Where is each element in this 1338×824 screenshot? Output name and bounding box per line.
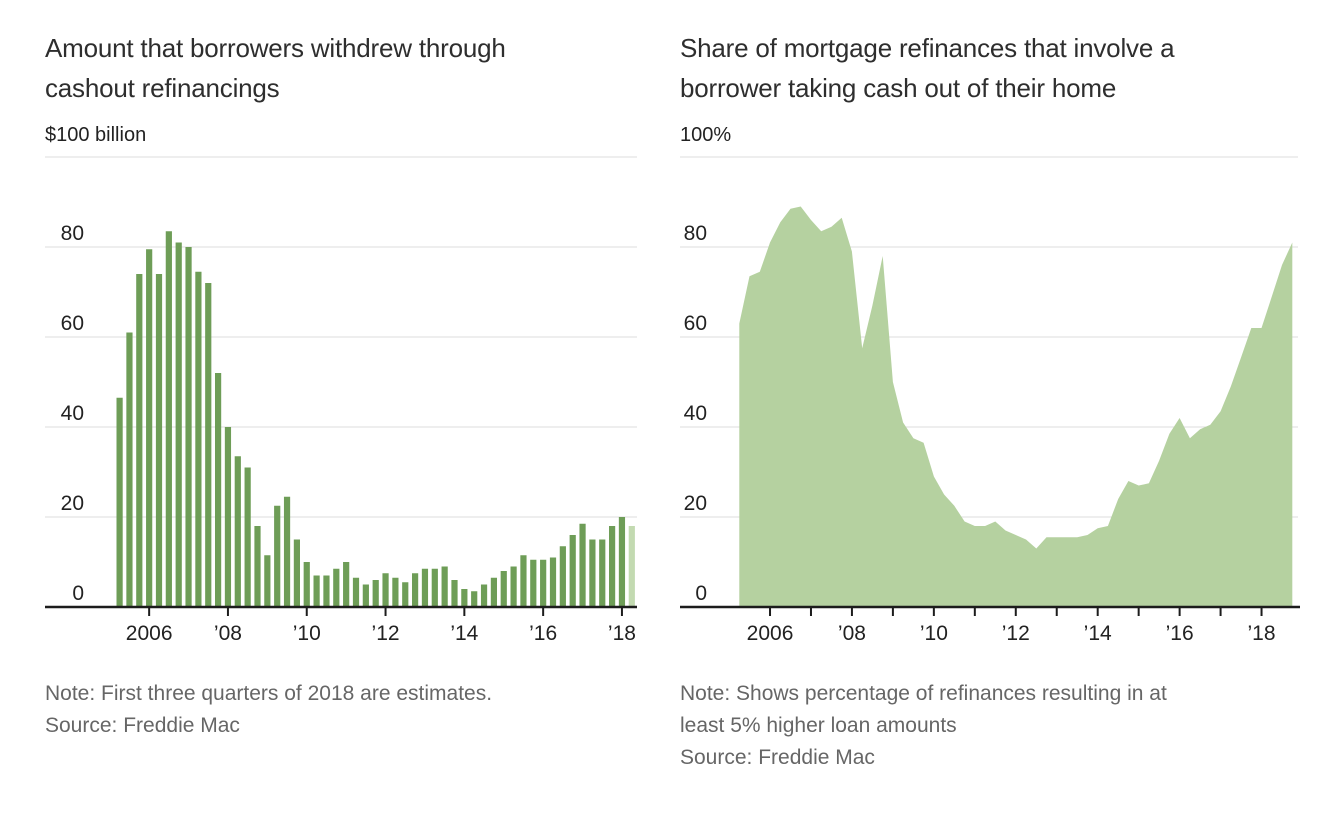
chart-title: Amount that borrowers withdrew through c…: [45, 28, 645, 108]
bar: [195, 271, 202, 607]
bar: [372, 580, 379, 607]
bar: [244, 467, 251, 607]
bar: [510, 566, 517, 607]
bar: [343, 562, 350, 607]
chart-title-line-2: cashout refinancings: [45, 73, 280, 103]
bar: [175, 242, 182, 607]
note-line-1: Note: Shows percentage of refinances res…: [680, 682, 1167, 705]
bar: [323, 575, 330, 607]
bar: [224, 427, 232, 607]
bar: [579, 523, 586, 607]
bar: [549, 557, 557, 607]
bar: [382, 573, 389, 607]
bar: [589, 539, 596, 607]
x-axis-label: ’08: [214, 622, 242, 645]
x-axis-label: ’10: [920, 622, 948, 645]
y-axis-label: 80: [61, 222, 84, 245]
bar: [490, 577, 497, 607]
bar: [274, 505, 281, 607]
bar: [402, 582, 409, 607]
bar: [234, 456, 241, 607]
y-axis-label: 20: [684, 492, 707, 515]
source-line: Source: Freddie Mac: [45, 714, 240, 737]
x-axis-label: ’18: [1248, 622, 1276, 645]
source-line: Source: Freddie Mac: [680, 746, 875, 769]
x-axis-label: ’14: [450, 622, 478, 645]
bar: [352, 577, 360, 607]
chart-note: Note: First three quarters of 2018 are e…: [45, 678, 645, 742]
chart-note: Note: Shows percentage of refinances res…: [680, 678, 1310, 774]
bar: [215, 373, 222, 607]
y-axis-label: 0: [695, 582, 707, 605]
bar: [126, 332, 133, 607]
bar: [609, 526, 616, 607]
bar: [264, 555, 271, 607]
bar: [116, 397, 123, 607]
bar: [599, 539, 606, 607]
chart-title-line-1: Amount that borrowers withdrew through: [45, 33, 506, 63]
bar: [461, 589, 468, 607]
x-axis-label: ’08: [838, 622, 866, 645]
bar: [500, 571, 507, 607]
note-line: Note: First three quarters of 2018 are e…: [45, 682, 493, 705]
x-axis-label: ’12: [1002, 622, 1030, 645]
bar: [618, 517, 626, 607]
chart-title: Share of mortgage refinances that involv…: [680, 28, 1320, 108]
y-axis-label: 60: [61, 312, 84, 335]
y-axis-label: 40: [684, 402, 707, 425]
bar-estimate: [628, 526, 635, 607]
area-plot: 0 20 40 60 80 2006 ’08 ’10 ’12 ’14 ’16 ’18: [680, 156, 1300, 645]
bar: [283, 496, 291, 607]
x-axis-label: ’10: [293, 622, 321, 645]
bar: [569, 535, 576, 607]
bar: [313, 575, 320, 607]
x-axis-label: ’12: [372, 622, 400, 645]
bar: [559, 546, 566, 607]
bar: [303, 562, 310, 607]
bar: [165, 231, 172, 607]
bar: [431, 568, 438, 607]
bar: [421, 568, 429, 607]
bar: [530, 559, 537, 607]
x-axis-label: ’16: [529, 622, 557, 645]
bar: [362, 584, 369, 607]
bar: [392, 577, 399, 607]
x-axis-label: ’18: [608, 622, 636, 645]
bar: [451, 580, 458, 607]
bar: [185, 247, 192, 607]
x-axis-label: ’16: [1166, 622, 1194, 645]
chart-title-line-2: borrower taking cash out of their home: [680, 73, 1117, 103]
bar: [136, 274, 143, 607]
y-axis-unit-label: 100%: [680, 124, 732, 146]
bar: [540, 559, 547, 607]
x-axis-label: 2006: [747, 622, 794, 645]
bar: [155, 274, 163, 607]
bar: [146, 249, 153, 607]
y-axis-label: 0: [72, 582, 84, 605]
chart-title-line-1: Share of mortgage refinances that involv…: [680, 33, 1175, 63]
y-axis-label: 20: [61, 492, 84, 515]
y-axis-label: 60: [684, 312, 707, 335]
x-axis-label: ’14: [1084, 622, 1112, 645]
y-axis-label: 40: [61, 402, 84, 425]
note-line-2: least 5% higher loan amounts: [680, 714, 957, 737]
x-axis-label: 2006: [126, 622, 173, 645]
bar: [205, 283, 212, 607]
bar: [441, 566, 448, 607]
area-series: [739, 206, 1293, 607]
bar: [412, 573, 419, 607]
y-axis-label: 80: [684, 222, 707, 245]
bar: [333, 568, 340, 607]
bar: [520, 555, 527, 607]
bar-plot: 0 20 40 60 80 2006 ’08 ’10 ’12 ’14 ’16 ’18: [45, 156, 637, 645]
bar: [471, 591, 478, 607]
bar: [480, 584, 488, 607]
bar: [254, 526, 261, 607]
y-axis-unit-label: $100 billion: [45, 124, 147, 146]
bar: [293, 539, 300, 607]
